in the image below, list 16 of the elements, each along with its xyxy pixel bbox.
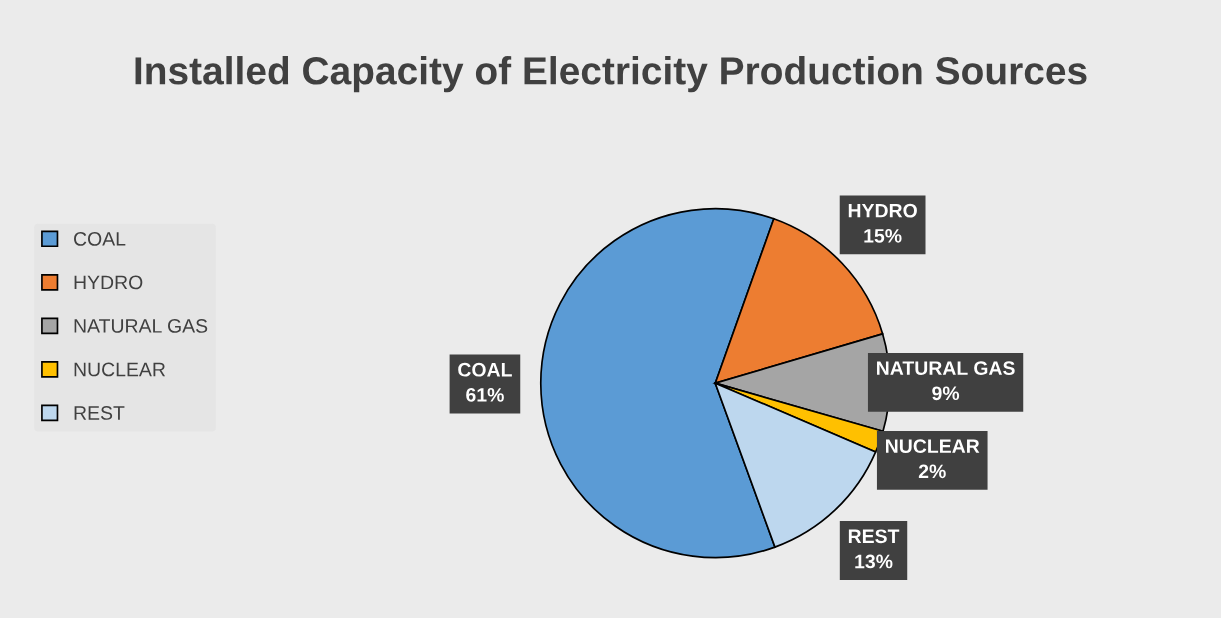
legend-label: COAL — [74, 232, 126, 246]
data-label: 9% — [932, 386, 960, 401]
slice-label: REST — [848, 529, 900, 544]
legend-label: HYDRO — [74, 275, 143, 290]
chart-title: Installed Capacity of Electricity Production Sources — [135, 56, 1087, 93]
data-label: 13% — [855, 554, 893, 569]
legend-label: NUCLEAR — [74, 362, 166, 377]
slice-label: NUCLEAR — [886, 439, 980, 454]
slice-label: HYDRO — [848, 203, 917, 218]
legend-label: REST — [74, 406, 125, 420]
slice-label: COAL — [458, 362, 512, 377]
slice-label: NATURAL GAS — [877, 361, 1015, 375]
data-label: 61% — [466, 388, 504, 402]
data-label: 15% — [864, 228, 902, 243]
data-label: 2% — [918, 464, 946, 479]
legend-label: NATURAL GAS — [74, 319, 208, 333]
